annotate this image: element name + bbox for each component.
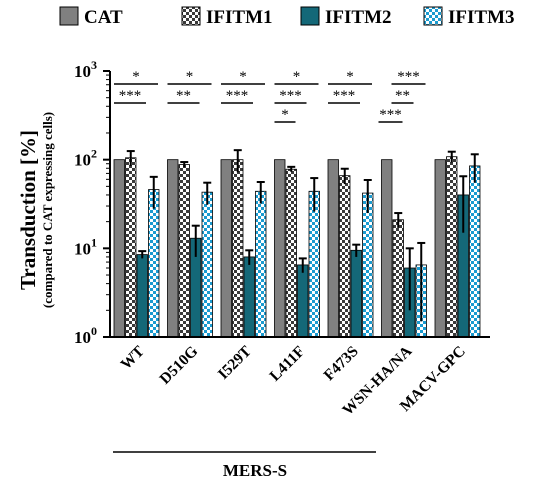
bar-ifitm3-1 [201,191,213,338]
significance-markers: **************************** [114,69,426,123]
bar-ifitm3-6 [469,165,481,338]
bar-ifitm1-0 [125,157,137,338]
legend-swatch [423,6,443,26]
bars [113,156,481,338]
y-tick-label: 100 [74,324,97,347]
bar-ifitm2-2 [243,256,255,338]
bar-ifitm3-2 [255,190,267,338]
y-tick-label: 102 [74,147,97,170]
category-label: L411F [266,343,308,385]
y-tick-label: 101 [74,235,97,258]
legend-item-ifitm3: IFITM3 [423,6,515,28]
bar-cat-3 [274,159,286,338]
bar-cat-5 [381,159,393,338]
x-axis: WT D510G I529T L411F F473SWSN-HA/NAMACV-GPCM… [110,336,490,480]
legend-label: IFITM1 [206,7,273,28]
bar-ifitm1-3 [285,168,297,338]
significance-label: * [239,69,247,85]
y-axis-sublabel: (compared to CAT expressing cells) [40,112,55,308]
significance-label: *** [379,107,402,123]
significance-label: * [281,107,289,123]
legend-item-cat: CAT [59,6,123,28]
category-label: D510G [156,343,201,388]
bar-ifitm2-3 [297,264,309,338]
significance-label: * [132,69,140,85]
bar-ifitm1-2 [232,159,244,338]
legend-label: CAT [84,7,123,28]
y-tick-label: 103 [74,58,97,81]
legend-swatch [59,6,79,26]
legend-label: IFITM2 [325,7,392,28]
significance-label: ** [176,88,191,104]
legend-item-ifitm1: IFITM1 [181,6,273,28]
bar-ifitm1-4 [339,175,351,338]
legend: CAT IFITM1 IFITM2 IFITM3 [59,6,515,28]
bar-cat-2 [220,159,232,338]
error-bars [126,149,479,322]
significance-label: * [293,69,301,85]
bar-ifitm3-4 [362,192,374,338]
bar-cat-0 [113,159,125,338]
bar-cat-4 [327,159,339,338]
significance-label: *** [119,88,142,104]
bar-ifitm2-4 [350,249,362,338]
significance-label: *** [226,88,249,104]
significance-label: *** [397,69,420,85]
y-axis: 100 101 102 103 [74,58,111,347]
bar-cat-1 [167,159,179,338]
bar-ifitm1-5 [392,219,404,338]
legend-item-ifitm2: IFITM2 [300,6,392,28]
bar-ifitm3-0 [148,189,160,338]
category-label: WT [118,342,149,373]
significance-label: * [186,69,194,85]
significance-label: *** [279,88,302,104]
legend-label: IFITM3 [448,7,515,28]
bar-ifitm1-6 [446,156,458,338]
category-label: I529T [215,342,256,383]
y-axis-label: Transduction [%] [16,130,40,290]
bar-ifitm1-1 [178,164,190,338]
category-label: F473S [321,343,362,384]
significance-label: *** [333,88,356,104]
legend-swatch [300,6,320,26]
group-label: MERS-S [223,461,287,480]
significance-label: * [346,69,354,85]
legend-swatch [181,6,201,26]
bar-cat-6 [434,159,446,338]
y-axis-title: Transduction [%] (compared to CAT express… [16,112,55,308]
bar-ifitm3-3 [308,190,320,338]
bar-ifitm2-0 [136,254,148,338]
significance-label: ** [395,88,410,104]
